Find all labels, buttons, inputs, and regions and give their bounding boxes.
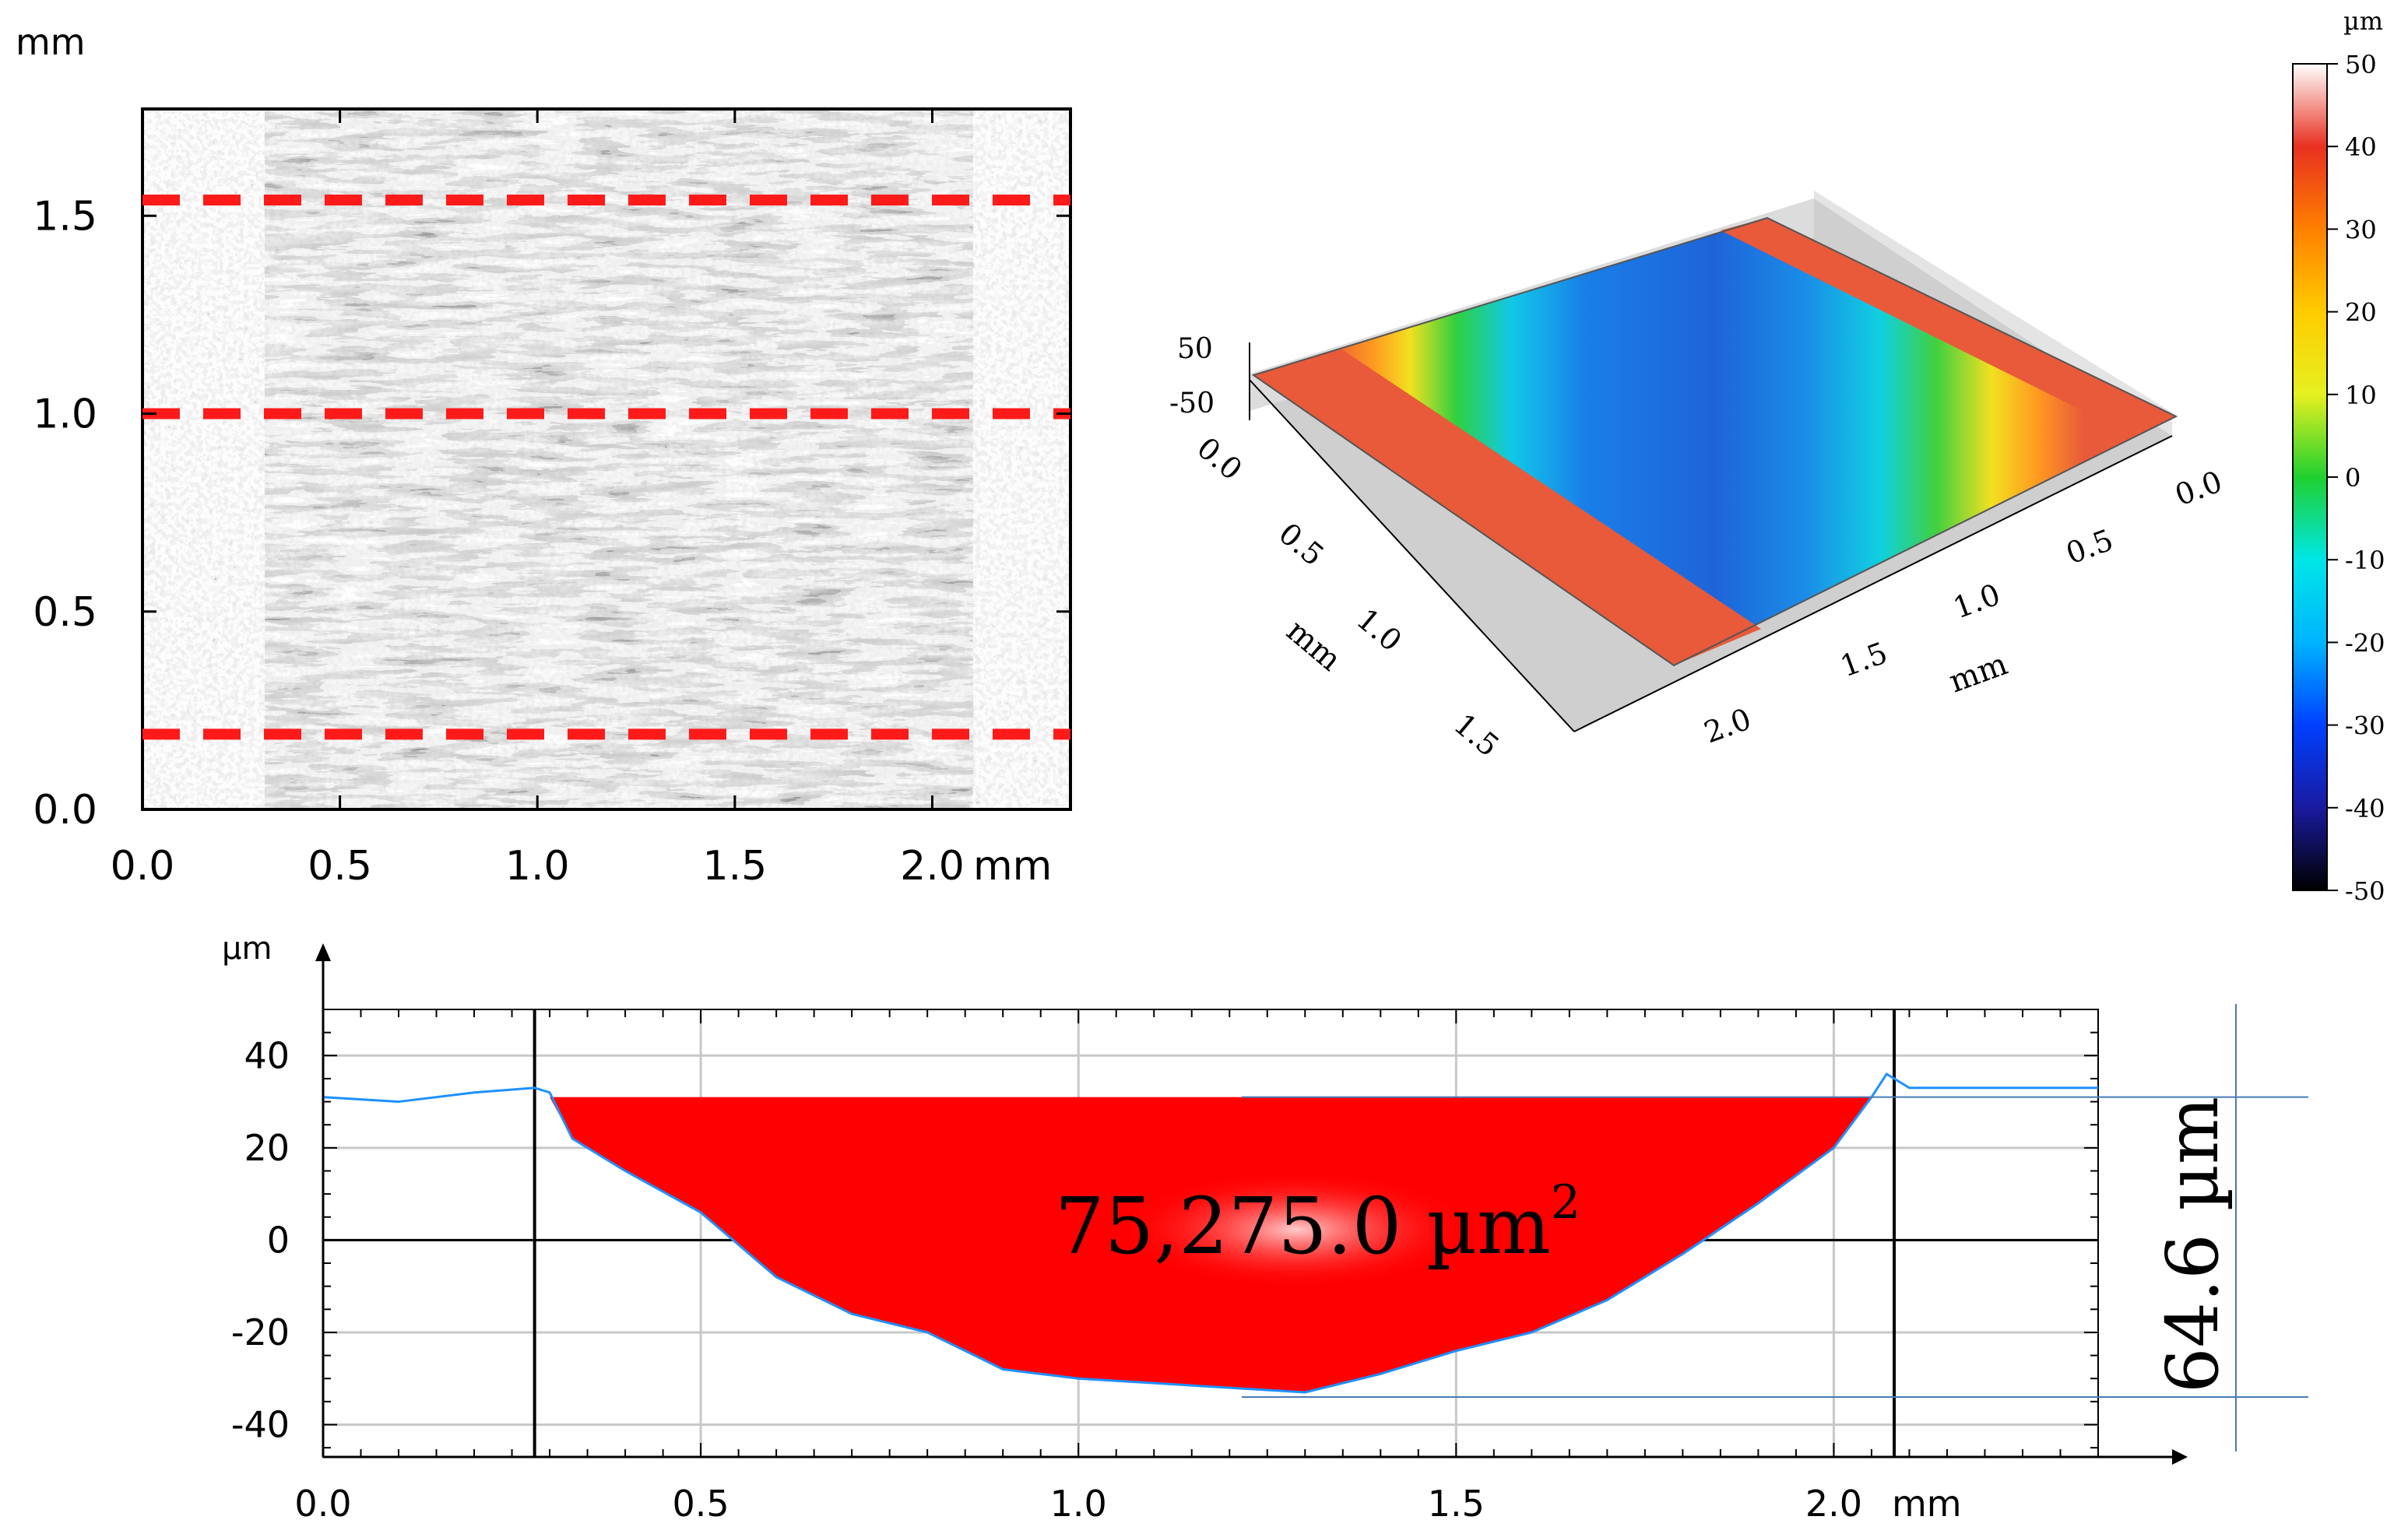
surface-3d-right-axis-label: mm [1945, 646, 2013, 700]
micrograph-x-tick-label: 0.0 [111, 843, 175, 890]
area-label-highlight [1117, 1171, 1475, 1288]
surface-3d-right-tick: 1.5 [1836, 635, 1892, 683]
micrograph-x-tick-label: 1.0 [505, 843, 570, 890]
surface-3d-left-tick: 1.0 [1350, 602, 1408, 658]
profile-chart-panel: µm 0.0 0.5 1.0 1.5 2.0 mm 40 20 0 -20 -40 75,275.0… [222, 931, 2308, 1525]
micrograph-x-tick-label: 2.0 [900, 843, 965, 890]
colorbar-unit: µm [2343, 6, 2383, 36]
micrograph-panel: mm 0.0 0.5 1.0 1.5 2.0 mm0.00.51.01.5 [16, 21, 1072, 890]
surface-3d-left-tick: 0.5 [1272, 516, 1331, 573]
micrograph-y-tick-label: 0.0 [33, 787, 97, 834]
surface-3d-left-axis-label: mm [1280, 613, 1348, 678]
x-axis-arrow-icon [2172, 1449, 2188, 1465]
surface-3d-mesh [1251, 216, 2178, 667]
depth-value-label: 64.6 µm [2151, 1097, 2234, 1393]
y-axis-arrow-icon [315, 943, 331, 961]
micrograph-wear-track [265, 109, 973, 809]
micrograph-y-tick-label: 1.5 [33, 193, 97, 240]
profile-y-tick-label: 20 [244, 1127, 290, 1169]
area-value-text: 75,275.0 µm [1055, 1181, 1551, 1272]
surface-3d-right-tick: 2.0 [1700, 701, 1756, 749]
colorbar-tick-label: 50 [2345, 50, 2377, 79]
profile-y-tick-label: -40 [231, 1404, 290, 1446]
profile-x-tick-label: 0.0 [294, 1483, 351, 1525]
colorbar-tick-label: 20 [2345, 298, 2377, 328]
colorbar-tick-label: -40 [2345, 794, 2385, 823]
micrograph-y-tick-label: 1.0 [33, 391, 97, 438]
micrograph-y-tick-label: 0.5 [33, 589, 97, 636]
surface-3d-right-tick: 0.0 [2171, 464, 2227, 512]
profile-y-unit: µm [222, 931, 272, 967]
colorbar-tick-label: 10 [2345, 381, 2377, 410]
colorbar-gradient [2292, 63, 2328, 891]
surface-3d-right-tick: 1.0 [1949, 577, 2005, 625]
profile-y-tick-label: 40 [244, 1034, 290, 1076]
profile-x-tick-label: 1.0 [1050, 1483, 1107, 1525]
micrograph-x-tick-label: 1.5 [702, 843, 767, 890]
surface-3d-left-tick: 1.5 [1447, 707, 1506, 764]
profile-line-markers [142, 194, 1070, 740]
surface-3d-z-tick-top: 50 [1177, 333, 1213, 365]
colorbar-ticks: 50 40 30 20 10 0 -10 -20 -30 -40 -50 [2327, 50, 2385, 906]
profile-x-tick-label: 0.5 [673, 1483, 729, 1525]
colorbar-tick-label: -30 [2345, 711, 2385, 741]
profile-x-tick-label: 2.0 [1805, 1483, 1862, 1525]
area-value-exponent: 2 [1551, 1175, 1580, 1230]
surface-3d-z-tick-bottom: -50 [1169, 388, 1215, 419]
surface-3d-right-tick: 0.5 [2062, 522, 2118, 570]
colorbar-tick-label: 40 [2345, 132, 2377, 162]
surface-3d-outline [1251, 216, 2178, 667]
profile-series-line [322, 1072, 2098, 1394]
surface-3d-right-plateau [1721, 218, 2176, 436]
surface-3d-right-axis-line [1573, 435, 2173, 732]
colorbar-tick-label: -20 [2345, 628, 2385, 658]
colorbar-tick-label: -10 [2345, 546, 2385, 575]
profile-y-tick-label: 0 [267, 1219, 290, 1261]
surface-3d-left-plateau [1253, 349, 1761, 665]
micrograph-frame [141, 107, 1072, 811]
micrograph-y-unit: mm [16, 21, 86, 63]
micrograph-x-unit: mm [973, 843, 1052, 890]
colorbar-panel: µm 50 40 30 20 10 0 -10 -20 -30 -40 -50 [2292, 6, 2385, 906]
micrograph-axes: 0.0 0.5 1.0 1.5 2.0 mm 0.0 0.5 1.0 1.5 [33, 109, 1070, 890]
micrograph-x-tick-label: 0.5 [308, 843, 372, 890]
colorbar-tick-label: 0 [2345, 463, 2361, 493]
surface-3d-left-tick: 0.0 [1190, 430, 1249, 487]
profile-x-unit: mm [1892, 1483, 1962, 1525]
surface-3d-panel: 50 -50 0.0 0.5 1.0 1.5 mm 0.0 0.5 1.0 1.… [1169, 191, 2227, 764]
profile-annotations: 75,275.0 µm2 64.6 µm [1055, 1004, 2308, 1452]
profile-y-tick-label: -20 [231, 1311, 290, 1353]
profile-axes: 0.0 0.5 1.0 1.5 2.0 mm 40 20 0 -20 -40 [231, 943, 2188, 1525]
colorbar-tick-label: 30 [2345, 215, 2377, 244]
area-value-label: 75,275.0 µm2 [1055, 1175, 1580, 1272]
colorbar-tick-label: -50 [2345, 876, 2385, 906]
profile-x-tick-label: 1.5 [1428, 1483, 1485, 1525]
surface-3d-left-axis-line [1249, 379, 1575, 732]
